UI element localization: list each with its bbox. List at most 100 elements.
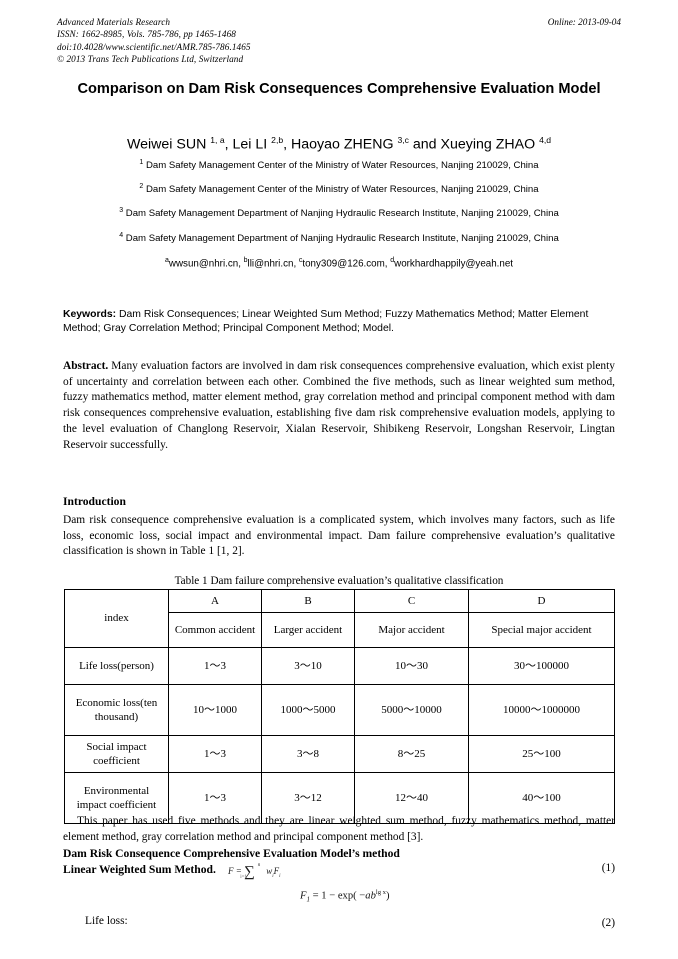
table-header-grade-name: Major accident	[354, 612, 469, 648]
affiliation-marker: 3	[119, 207, 124, 215]
page-title: Comparison on Dam Risk Consequences Comp…	[77, 81, 601, 97]
author-affiliation-marker: 1, a	[210, 135, 225, 145]
affiliation-text: Dam Safety Management Center of the Mini…	[143, 160, 539, 172]
email-address[interactable]: lli@nhri.cn	[247, 258, 294, 270]
author-list: Weiwei SUN 1, a, Lei LI 2,b, Haoyao ZHEN…	[60, 131, 618, 154]
equation-1-weight-sub: i	[272, 873, 274, 879]
equation-1: F = ∑ ni=1 wiFi	[228, 863, 281, 881]
linear-weighted-sum-heading: Linear Weighted Sum Method.	[63, 863, 216, 876]
equation-1-number: (1)	[601, 862, 615, 874]
author-separator: and	[408, 136, 441, 153]
methods-paragraph: This paper has used five methods and the…	[63, 815, 615, 843]
methods-paragraph-block: This paper has used five methods and the…	[63, 814, 615, 845]
equation-1-operator: =	[235, 866, 242, 876]
author-name: Haoyao ZHENG	[291, 136, 398, 153]
table-cell: 10000～1000000	[468, 684, 615, 736]
author-affiliation-marker: 2,b	[271, 135, 284, 145]
table-header-row-letters: index A B C D	[64, 589, 615, 648]
table-cell: 3～12	[261, 772, 355, 824]
email-separator: ,	[384, 258, 391, 270]
author-separator: ,	[224, 136, 233, 153]
affiliation-marker: 2	[139, 183, 144, 191]
journal-issn-line: ISSN: 1662-8985, Vols. 785-786, pp 1465-…	[57, 29, 236, 40]
email-separator: ,	[293, 258, 299, 270]
table-header-grade-letter: C	[354, 589, 469, 613]
affiliation-text: Dam Safety Management Department of Nanj…	[123, 208, 559, 220]
table-cell: 1～3	[168, 647, 262, 685]
equation-2: F1 = 1 − exp( −ablg x)	[300, 889, 389, 904]
abstract-text: Many evaluation factors are involved in …	[63, 360, 615, 451]
table-cell: 10～30	[354, 647, 469, 685]
table-row-index: Social impact coefficient	[64, 735, 169, 773]
table-cell: 30～100000	[468, 647, 615, 685]
equation-1-sum-bottom: i=1	[240, 875, 247, 881]
author-name: Lei LI	[232, 136, 272, 153]
journal-copyright-line: © 2013 Trans Tech Publications Ltd, Swit…	[57, 53, 244, 64]
table-header-row-names: Common accident Larger accident Major acci…	[65, 612, 615, 648]
table-header-grade-letter: A	[168, 589, 262, 613]
author-separator: ,	[283, 136, 292, 153]
table-cell: 1～3	[168, 735, 262, 773]
table-row-index: Life loss(person)	[64, 647, 169, 685]
table-cell: 8～25	[354, 735, 469, 773]
email-address[interactable]: tony309@126.com	[302, 258, 385, 270]
table-row-index: Economic loss(ten thousand)	[64, 684, 169, 736]
life-loss-label: Life loss:	[85, 915, 128, 927]
table-header-index: index	[64, 589, 169, 648]
table-row: Environmental impact coefficient 1～3 3～12 1…	[64, 772, 615, 824]
abstract-label: Abstract.	[63, 360, 109, 372]
journal-identification-block: Advanced Materials Research ISSN: 1662-8…	[57, 16, 251, 65]
journal-doi-line: doi:10.4028/www.scientific.net/AMR.785-7…	[57, 41, 251, 52]
affiliation-item: 4 Dam Safety Management Department of Na…	[56, 230, 622, 246]
journal-online-date: Online: 2013-09-04	[547, 17, 621, 27]
email-list: awwsun@nhri.cn, blli@nhri.cn, ctony309@1…	[56, 254, 622, 270]
affiliation-text: Dam Safety Management Department of Nanj…	[123, 232, 559, 244]
table-header-grade-letter: D	[468, 589, 615, 613]
equation-2-rhs-prefix: = 1 − exp( −	[312, 890, 366, 902]
equation-2-lhs-sub: 1	[306, 895, 310, 904]
author-affiliation-marker: 4,d	[539, 135, 552, 145]
introduction-paragraph: Dam risk consequence comprehensive evalu…	[63, 514, 615, 558]
summation-icon: ∑	[244, 864, 255, 880]
table-cell: 40～100	[468, 772, 615, 824]
affiliation-list: 1 Dam Safety Management Center of the Mi…	[56, 157, 622, 245]
table-header-grade-name: Larger accident	[261, 612, 355, 648]
equation-1-weight: w	[266, 866, 273, 876]
table-row: Social impact coefficient 1～3 3～8 8～25 25～10…	[64, 735, 615, 773]
email-marker: c	[298, 256, 303, 264]
table-cell: 1000～5000	[261, 684, 355, 736]
keywords-text: Dam Risk Consequences; Linear Weighted S…	[63, 309, 589, 335]
author-affiliation-marker: 3,c	[397, 135, 409, 145]
affiliation-marker: 4	[119, 231, 124, 239]
equation-1-factor-sub: i	[279, 873, 281, 879]
keywords-label: Keywords:	[63, 309, 117, 320]
email-address[interactable]: wwsun@nhri.cn	[168, 258, 239, 270]
equation-1-lhs: F	[228, 866, 234, 876]
author-name: Xueying ZHAO	[440, 136, 540, 153]
equation-2-rhs-suffix: )	[385, 890, 390, 902]
journal-name: Advanced Materials Research	[57, 17, 171, 27]
table-header-grade-name: Special major accident	[468, 612, 615, 648]
equation-1-factor: F	[273, 866, 280, 876]
email-marker: a	[164, 256, 169, 264]
introduction-heading: Introduction	[63, 495, 126, 508]
equation-2-base: ab	[365, 890, 376, 902]
table-cell: 12～40	[354, 772, 469, 824]
email-address[interactable]: workhardhappily@yeah.net	[394, 258, 514, 270]
table-cell: 3～10	[261, 647, 355, 685]
affiliation-marker: 1	[139, 159, 144, 166]
table-row: Economic loss(ten thousand) 10～1000 1000～5…	[64, 684, 615, 736]
email-separator: ,	[238, 258, 244, 270]
table-row: Life loss(person) 1～3 3～10 10～30 30～100000	[64, 647, 615, 685]
table-caption: Table 1 Dam failure comprehensive evalua…	[174, 575, 504, 587]
journal-header: Advanced Materials Research ISSN: 1662-8…	[57, 16, 621, 65]
affiliation-item: 3 Dam Safety Management Department of Na…	[56, 205, 622, 221]
equation-2-lhs: F	[300, 890, 307, 902]
table-cell: 25～100	[468, 735, 615, 773]
abstract-block: Abstract. Many evaluation factors are in…	[63, 359, 615, 453]
equation-2-exponent: lg x	[375, 889, 386, 896]
equation-1-sum-top: n	[257, 863, 261, 868]
table-cell: 10～1000	[168, 684, 262, 736]
table-cell: 1～3	[168, 772, 262, 824]
